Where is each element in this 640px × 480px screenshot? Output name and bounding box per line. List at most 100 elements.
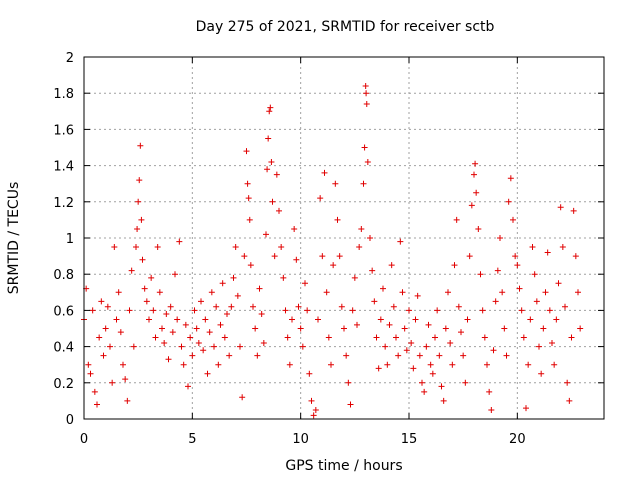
data-point [432, 334, 438, 341]
data-point [471, 171, 477, 178]
data-point [269, 198, 276, 205]
data-point [263, 231, 269, 238]
data-point [546, 307, 553, 314]
data-point [321, 169, 328, 176]
y-tick-label: 2 [66, 51, 74, 66]
data-point [440, 397, 447, 404]
data-point [514, 262, 521, 269]
data-point [148, 274, 155, 281]
data-point [161, 339, 168, 346]
data-point [85, 361, 92, 368]
data-point [384, 361, 391, 368]
data-point [260, 339, 267, 346]
data-point [451, 262, 458, 269]
data-point [189, 352, 196, 359]
data-point [122, 376, 129, 383]
data-point [304, 307, 311, 314]
data-point [174, 316, 181, 323]
data-point [217, 321, 224, 328]
data-point [120, 361, 126, 368]
data-point [523, 405, 529, 412]
data-point [542, 289, 549, 296]
data-point [464, 316, 471, 323]
data-point [520, 334, 527, 341]
data-point [96, 334, 103, 341]
data-point [408, 339, 415, 346]
data-point [399, 289, 406, 296]
data-point [436, 352, 443, 359]
data-point [167, 303, 174, 310]
data-point [135, 198, 142, 205]
data-point [187, 334, 194, 341]
data-point [343, 352, 350, 359]
data-point [284, 334, 291, 341]
data-point [354, 321, 360, 328]
data-point [403, 347, 410, 354]
data-point [410, 365, 417, 372]
data-point [206, 329, 213, 336]
data-point [533, 298, 540, 305]
data-point [126, 307, 133, 314]
data-point [380, 285, 386, 292]
data-point [159, 325, 165, 332]
y-tick-label: 0.2 [53, 377, 74, 392]
data-point [241, 253, 248, 260]
data-point [371, 298, 378, 305]
data-point [568, 334, 575, 341]
data-point [308, 397, 315, 404]
data-point [98, 298, 105, 305]
data-point [564, 379, 571, 386]
data-point [111, 244, 118, 251]
grid [84, 57, 604, 419]
data-point [473, 189, 480, 196]
data-point [490, 347, 497, 354]
data-point [349, 307, 356, 314]
data-point [289, 316, 295, 323]
data-point [536, 343, 542, 350]
data-point [447, 339, 454, 346]
data-point [414, 292, 421, 299]
data-point [527, 316, 534, 323]
data-point [507, 175, 514, 182]
data-point [193, 325, 200, 332]
data-point [100, 352, 107, 359]
data-point [291, 225, 298, 232]
data-point [445, 289, 451, 296]
data-point [468, 202, 475, 209]
data-point [182, 321, 189, 328]
data-point [254, 352, 261, 359]
y-axis-label: SRMTID / TECUs [6, 182, 22, 295]
data-point [363, 101, 370, 108]
data-point [268, 158, 275, 165]
data-point [215, 361, 222, 368]
data-point [169, 329, 176, 336]
data-point [382, 343, 389, 350]
data-point [393, 334, 399, 341]
x-tick-label: 10 [292, 432, 309, 447]
data-point [488, 406, 495, 413]
data-point [369, 267, 376, 274]
data-point [551, 361, 558, 368]
data-point [334, 216, 341, 223]
data-point [386, 321, 393, 328]
x-axis: 0 5 10 15 20 [80, 57, 526, 447]
data-point [475, 225, 482, 232]
data-point [278, 244, 285, 251]
x-axis-label: GPS time / hours [285, 458, 402, 474]
data-point [518, 307, 525, 314]
data-point [492, 298, 499, 305]
data-point [243, 148, 250, 155]
x-tick-label: 0 [80, 432, 88, 447]
data-point [566, 397, 573, 404]
data-point [562, 303, 568, 310]
y-tick-label: 1.6 [53, 123, 74, 138]
data-point [143, 298, 150, 305]
data-point [228, 303, 235, 310]
data-point [195, 339, 202, 346]
data-point [557, 204, 564, 211]
data-point [555, 280, 562, 287]
data-point [484, 361, 490, 368]
y-tick-label: 0.6 [53, 304, 74, 319]
data-point [425, 321, 432, 328]
